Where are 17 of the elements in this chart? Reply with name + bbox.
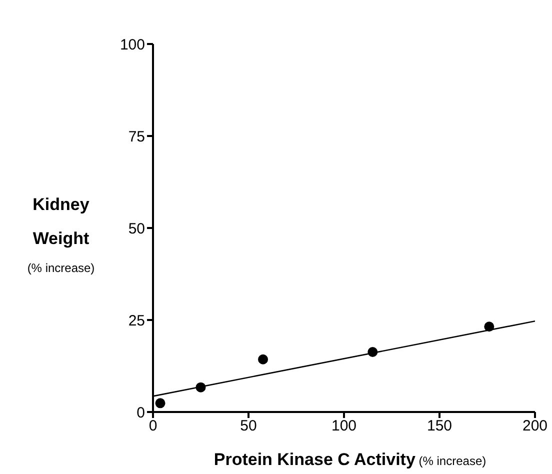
- y-tick-label: 25: [128, 312, 145, 330]
- y-tick-label: 75: [128, 128, 145, 146]
- point: [368, 347, 378, 358]
- point: [196, 382, 206, 392]
- x-tick-label: 200: [522, 418, 548, 435]
- point: [155, 398, 166, 408]
- y-tick-label: 50: [128, 220, 145, 238]
- point: [258, 354, 268, 364]
- y-tick-label: 0: [136, 404, 145, 422]
- x-axis-title: Protein Kinase C Activity (% increase): [214, 450, 486, 469]
- x-tick-label: 150: [426, 418, 452, 435]
- x-tick-label: 50: [240, 418, 257, 435]
- y-axis-title: Kidney Weight (% increase): [26, 194, 96, 277]
- y-tick-label: 100: [120, 36, 145, 54]
- x-tick-label: 100: [331, 418, 357, 435]
- point: [484, 322, 494, 332]
- x-tick-label: 0: [148, 418, 158, 435]
